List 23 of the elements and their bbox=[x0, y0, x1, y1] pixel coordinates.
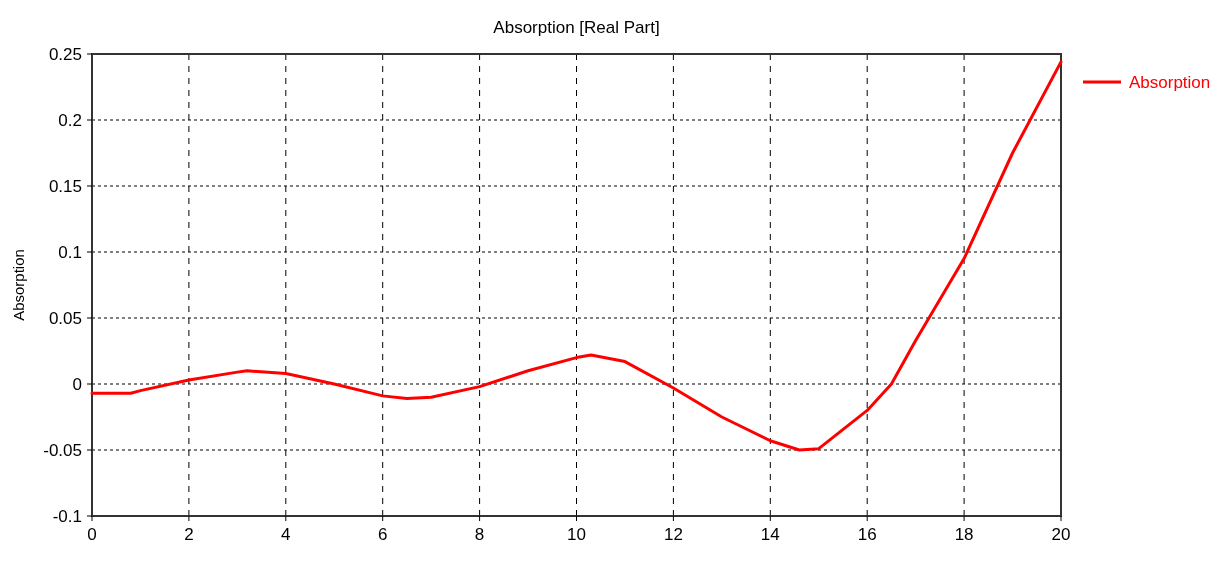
x-tick-label: 10 bbox=[567, 525, 586, 544]
chart-title: Absorption [Real Part] bbox=[493, 18, 660, 37]
y-tick-label: 0 bbox=[72, 374, 82, 394]
y-tick-label: 0.25 bbox=[48, 44, 82, 64]
x-tick-label: 20 bbox=[1051, 525, 1071, 544]
x-tick-label: 0 bbox=[87, 525, 97, 544]
x-tick-label: 6 bbox=[377, 525, 388, 544]
x-tick-label: 14 bbox=[760, 525, 780, 544]
line-series bbox=[90, 60, 1063, 452]
y-tick-label: 0.2 bbox=[58, 110, 82, 130]
y-tick-label: -0.1 bbox=[52, 506, 82, 526]
x-tick-label: 8 bbox=[474, 525, 485, 544]
x-tick-label: 18 bbox=[954, 525, 974, 544]
y-tick-label: 0.05 bbox=[48, 308, 82, 328]
x-tick-label: 4 bbox=[281, 525, 291, 544]
x-tick-label: 16 bbox=[857, 525, 877, 544]
x-tick-label: 2 bbox=[184, 525, 194, 544]
y-tick-label: -0.05 bbox=[43, 440, 82, 460]
y-tick-label: 0.15 bbox=[48, 176, 82, 196]
legend-label: Absorption bbox=[1129, 72, 1211, 92]
y-axis-title: Absorption bbox=[10, 249, 27, 321]
y-tick-label: 0.1 bbox=[58, 242, 82, 262]
x-tick-label: 12 bbox=[663, 525, 683, 544]
